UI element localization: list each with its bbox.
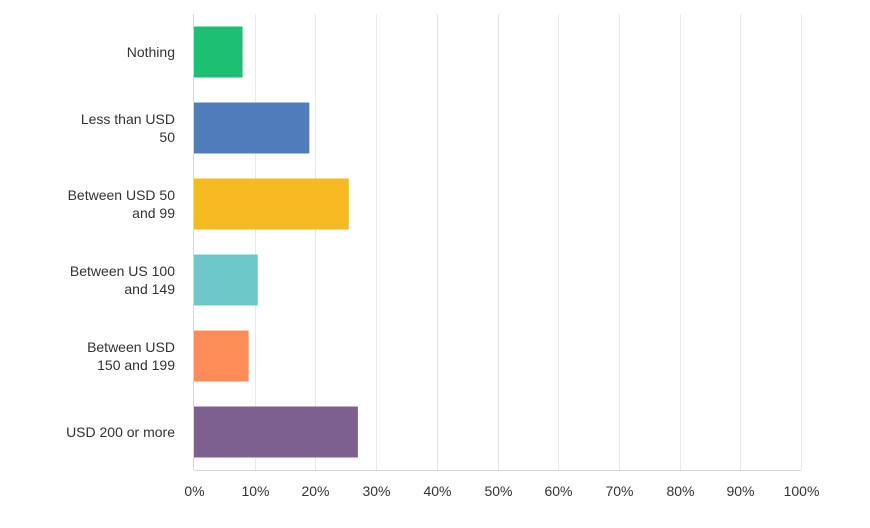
bar[interactable] (194, 330, 249, 382)
x-tick-label: 80% (666, 483, 694, 499)
category-label: USD 200 or more (66, 424, 175, 440)
x-tick-label: 90% (726, 483, 754, 499)
bar[interactable] (194, 178, 349, 230)
category-labels: Nothing Less than USD 50 Between USD 50 and … (66, 44, 175, 440)
x-tick-label: 70% (605, 483, 633, 499)
x-tick-label: 20% (301, 483, 329, 499)
category-label: and 149 (124, 281, 175, 297)
category-label: 150 and 199 (97, 357, 175, 373)
category-label: Nothing (127, 44, 175, 60)
bars (194, 26, 358, 458)
bar[interactable] (194, 102, 310, 154)
category-label: Between USD (87, 339, 175, 355)
bar[interactable] (194, 406, 358, 458)
x-tick-label: 10% (241, 483, 269, 499)
x-tick-label: 30% (362, 483, 390, 499)
category-label: Between USD 50 (68, 187, 176, 203)
x-tick-label: 50% (484, 483, 512, 499)
category-label: Between US 100 (70, 263, 175, 279)
category-label: and 99 (132, 205, 175, 221)
bar[interactable] (194, 254, 258, 306)
x-tick-label: 100% (784, 483, 820, 499)
x-tick-label: 40% (423, 483, 451, 499)
bar[interactable] (194, 26, 243, 78)
category-label: Less than USD (81, 111, 175, 127)
gridlines (193, 14, 802, 471)
x-axis-ticks: 0% 10% 20% 30% 40% 50% 60% 70% 80% 90% 100% (184, 483, 819, 499)
x-tick-label: 0% (184, 483, 204, 499)
x-tick-label: 60% (544, 483, 572, 499)
category-label: 50 (159, 129, 175, 145)
